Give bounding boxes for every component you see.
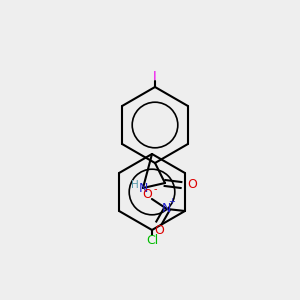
Text: +: + (169, 197, 175, 206)
Text: O: O (154, 224, 164, 238)
Text: -: - (153, 184, 157, 194)
Text: Cl: Cl (146, 233, 158, 247)
Text: H: H (131, 180, 139, 190)
Text: O: O (142, 188, 152, 202)
Text: I: I (153, 70, 157, 83)
Text: N: N (138, 182, 148, 194)
Text: O: O (187, 178, 197, 191)
Text: N: N (162, 202, 172, 215)
